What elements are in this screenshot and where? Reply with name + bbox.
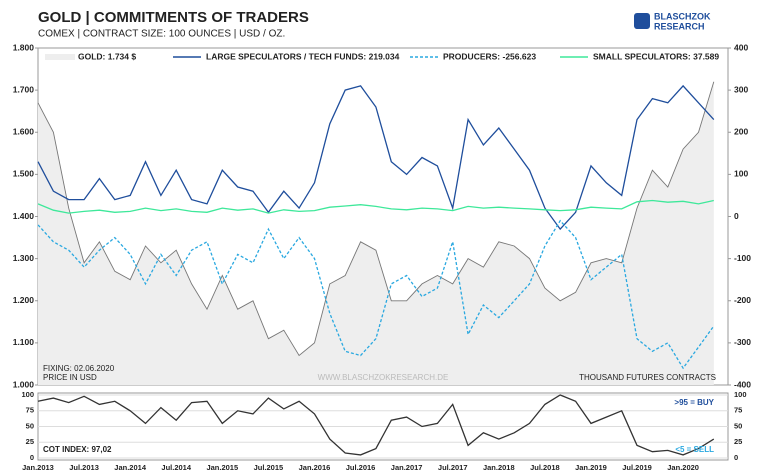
logo-icon — [634, 13, 650, 29]
y2-tick-label: 0 — [734, 211, 739, 221]
y-tick-label: 50 — [26, 421, 34, 430]
x-tick-label: Jan.2017 — [391, 463, 423, 472]
y-tick-label: 25 — [26, 437, 34, 446]
y2-tick-label: 25 — [734, 437, 742, 446]
y2-tick-label: -200 — [734, 295, 751, 305]
legend-label: LARGE SPECULATORS / TECH FUNDS: 219.034 — [206, 51, 400, 61]
y-tick-label: 1.700 — [13, 84, 35, 94]
y-tick-label: 1.600 — [13, 127, 35, 137]
y2-tick-label: 50 — [734, 421, 742, 430]
legend-label: PRODUCERS: -256.623 — [443, 51, 536, 61]
series-line — [37, 199, 714, 214]
x-tick-label: Jan.2015 — [206, 463, 238, 472]
y-tick-label: 1.200 — [13, 295, 35, 305]
x-tick-label: Jan.2018 — [483, 463, 515, 472]
series-line — [37, 394, 715, 456]
legend-swatch — [45, 54, 75, 60]
y2-tick-label: -300 — [734, 337, 751, 347]
x-tick-label: Jan.2019 — [575, 463, 607, 472]
annotation: WWW.BLASCHZOKRESEARCH.DE — [318, 373, 449, 382]
x-tick-label: Jan.2020 — [667, 463, 699, 472]
y2-tick-label: 300 — [734, 84, 748, 94]
annotation: >95 = BUY — [674, 398, 714, 407]
annotation: THOUSAND FUTURES CONTRACTS — [579, 373, 716, 382]
y-tick-label: 1.400 — [13, 211, 35, 221]
y-tick-label: 1.000 — [13, 379, 35, 389]
y-tick-label: 1.100 — [13, 337, 35, 347]
y2-tick-label: 400 — [734, 42, 748, 52]
y-tick-label: 1.500 — [13, 169, 35, 179]
x-tick-label: Jul.2014 — [161, 463, 191, 472]
y2-tick-label: 100 — [734, 390, 747, 399]
y-tick-label: 75 — [26, 406, 34, 415]
logo-text: RESEARCH — [654, 21, 705, 31]
y2-tick-label: -400 — [734, 379, 751, 389]
x-tick-label: Jul.2013 — [69, 463, 99, 472]
x-tick-label: Jul.2018 — [530, 463, 560, 472]
annotation: PRICE IN USD — [43, 373, 97, 382]
y2-tick-label: 200 — [734, 127, 748, 137]
x-tick-label: Jul.2019 — [622, 463, 652, 472]
series-line — [37, 81, 715, 357]
x-tick-label: Jul.2017 — [438, 463, 468, 472]
series-line — [37, 219, 715, 370]
y2-tick-label: 100 — [734, 169, 748, 179]
x-tick-label: Jan.2013 — [22, 463, 54, 472]
y-tick-label: 1.800 — [13, 42, 35, 52]
y2-tick-label: 0 — [734, 453, 738, 462]
y2-tick-label: 75 — [734, 406, 742, 415]
annotation: FIXING: 02.06.2020 — [43, 364, 115, 373]
y-tick-label: 1.300 — [13, 253, 35, 263]
y2-tick-label: -100 — [734, 253, 751, 263]
chart-subtitle: COMEX | CONTRACT SIZE: 100 OUNCES | USD … — [38, 29, 285, 40]
x-tick-label: Jan.2014 — [114, 463, 147, 472]
x-tick-label: Jul.2015 — [254, 463, 284, 472]
series-line — [37, 84, 715, 231]
annotation: <5 = SELL — [675, 445, 714, 454]
chart-title: GOLD | COMMITMENTS OF TRADERS — [38, 9, 309, 26]
x-tick-label: Jan.2016 — [299, 463, 331, 472]
y-tick-label: 100 — [21, 390, 34, 399]
annotation: COT INDEX: 97,02 — [43, 445, 112, 454]
y-tick-label: 0 — [30, 453, 34, 462]
logo-text: BLASCHZOK — [654, 11, 711, 21]
legend-label: GOLD: 1.734 $ — [78, 51, 136, 61]
x-tick-label: Jul.2016 — [346, 463, 376, 472]
legend-label: SMALL SPECULATORS: 37.589 — [593, 51, 719, 61]
